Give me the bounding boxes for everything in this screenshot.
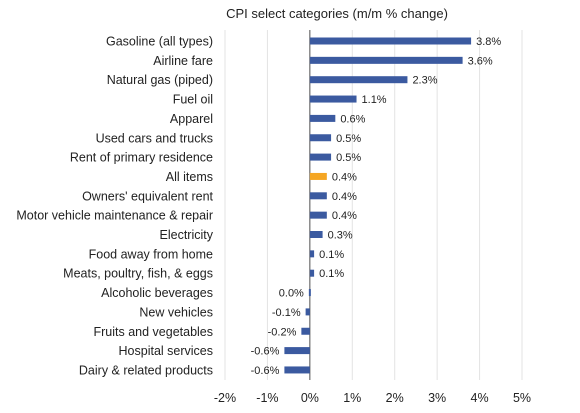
category-label-1: Airline fare: [153, 54, 213, 68]
bar-1: [309, 56, 463, 64]
x-tick-label-4: 2%: [386, 391, 404, 405]
value-label-16: -0.6%: [251, 346, 280, 358]
category-label-0: Gasoline (all types): [106, 35, 213, 49]
value-label-13: 0.0%: [279, 288, 304, 300]
category-label-2: Natural gas (piped): [107, 73, 213, 87]
category-label-7: All items: [166, 170, 213, 184]
chart-title: CPI select categories (m/m % change): [226, 6, 448, 21]
bar-12: [309, 269, 315, 277]
x-tick-label-7: 5%: [513, 391, 531, 405]
category-label-9: Motor vehicle maintenance & repair: [16, 209, 213, 223]
value-label-2: 2.3%: [412, 75, 437, 87]
value-label-3: 1.1%: [362, 94, 387, 106]
category-label-14: New vehicles: [139, 305, 213, 319]
category-label-13: Alcoholic beverages: [101, 286, 213, 300]
value-label-0: 3.8%: [476, 36, 501, 48]
bar-5: [309, 134, 332, 142]
value-label-4: 0.6%: [340, 113, 365, 125]
x-tick-label-1: -1%: [256, 391, 278, 405]
category-label-3: Fuel oil: [173, 93, 213, 107]
value-label-7: 0.4%: [332, 171, 357, 183]
category-label-8: Owners' equivalent rent: [82, 189, 213, 203]
value-label-17: -0.6%: [251, 365, 280, 377]
x-tick-label-5: 3%: [428, 391, 446, 405]
category-label-4: Apparel: [170, 112, 213, 126]
bar-11: [309, 250, 315, 258]
category-label-11: Food away from home: [89, 247, 213, 261]
bar-10: [309, 231, 323, 238]
value-label-1: 3.6%: [468, 55, 493, 67]
bar-14: [305, 308, 310, 316]
category-label-16: Hospital services: [119, 344, 213, 358]
x-tick-label-0: -2%: [214, 391, 236, 405]
x-tick-label-3: 1%: [343, 391, 361, 405]
category-label-12: Meats, poultry, fish, & eggs: [63, 267, 213, 281]
value-label-5: 0.5%: [336, 133, 361, 145]
category-label-6: Rent of primary residence: [70, 151, 213, 165]
bar-6: [309, 153, 332, 161]
bar-9: [309, 211, 327, 219]
value-label-10: 0.3%: [328, 230, 353, 242]
value-label-14: -0.1%: [272, 307, 301, 319]
value-label-6: 0.5%: [336, 152, 361, 164]
value-label-8: 0.4%: [332, 191, 357, 203]
value-label-12: 0.1%: [319, 268, 344, 280]
value-label-11: 0.1%: [319, 249, 344, 261]
bar-7: [309, 172, 327, 180]
bar-8: [309, 192, 327, 200]
bar-2: [309, 76, 408, 84]
bar-15: [301, 327, 310, 335]
category-label-5: Used cars and trucks: [96, 131, 213, 145]
value-label-15: -0.2%: [268, 326, 297, 338]
bar-16: [284, 347, 310, 355]
x-tick-label-2: 0%: [301, 391, 319, 405]
category-label-10: Electricity: [160, 228, 214, 242]
x-tick-label-6: 4%: [471, 391, 489, 405]
bar-17: [284, 366, 310, 374]
category-label-17: Dairy & related products: [79, 363, 213, 377]
bar-0: [309, 37, 472, 45]
bar-4: [309, 114, 336, 122]
bar-3: [309, 95, 357, 103]
bar-13: [308, 289, 311, 297]
category-label-15: Fruits and vegetables: [93, 325, 213, 339]
value-label-9: 0.4%: [332, 210, 357, 222]
